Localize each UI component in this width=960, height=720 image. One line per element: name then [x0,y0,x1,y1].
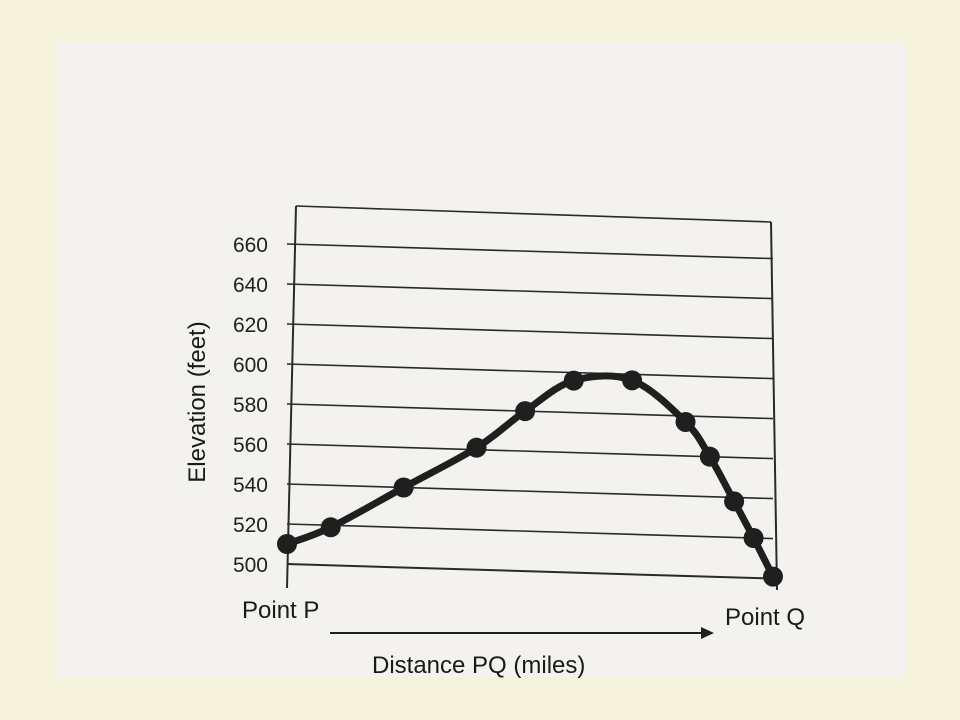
y-axis-line [286,205,297,589]
data-point-1 [320,517,341,538]
y-tick-580: 580 [233,394,268,417]
y-tick-520: 520 [233,514,268,537]
y-tick-560: 560 [233,434,268,457]
data-point-4 [515,401,536,422]
y-tick-500: 500 [233,554,268,577]
data-point-2 [393,477,414,498]
gridline-500 [286,563,774,580]
gridline-640 [286,283,774,300]
x-end-label: Point Q [725,604,805,631]
gridline-620 [286,323,774,340]
y-tick-620: 620 [233,314,268,337]
right-border-line [770,221,778,591]
data-point-6 [622,370,643,391]
x-axis-label: Distance PQ (miles) [372,652,585,679]
data-point-3 [466,437,487,458]
gridline-540 [286,483,774,500]
grid-lines [286,205,778,591]
gridline-520 [286,523,774,540]
data-point-8 [699,446,720,467]
data-point-0 [277,534,297,554]
y-tick-600: 600 [233,354,268,377]
top-border-line [295,205,772,223]
data-point-5 [563,370,584,391]
x-start-label: Point P [242,597,319,624]
gridline-600 [286,363,774,380]
data-point-10 [743,527,764,548]
y-axis-label: Elevation (feet) [184,321,211,482]
data-point-7 [675,411,696,432]
gridline-560 [286,443,774,460]
gridline-660 [286,243,774,260]
y-tick-640: 640 [233,274,268,297]
data-point-11 [763,566,783,587]
series-layer [277,370,783,587]
y-tick-labels: 500 520 540 560 580 600 620 640 660 [233,234,268,577]
direction-arrow-head [701,627,714,639]
y-tick-540: 540 [233,474,268,497]
y-tick-660: 660 [233,234,268,257]
data-point-9 [724,491,745,512]
